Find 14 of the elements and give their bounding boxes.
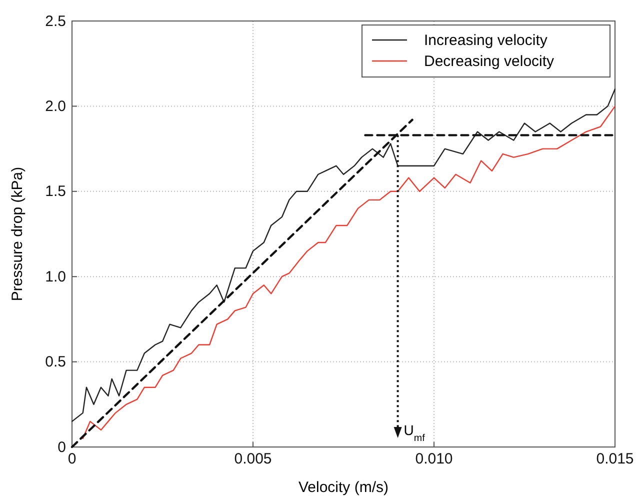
y-tick-label: 0 — [58, 438, 66, 456]
legend-label: Decreasing velocity — [424, 53, 555, 70]
y-tick-label: 0.5 — [45, 354, 66, 371]
y-tick-label: 1.0 — [45, 268, 66, 286]
y-axis-title: Pressure drop (kPa) — [9, 166, 26, 302]
y-tick-label: 2.5 — [45, 12, 66, 30]
y-tick-label: 2.0 — [45, 98, 66, 115]
legend-label: Increasing velocity — [424, 32, 548, 49]
ref-line-label: U$_{mf}$ — [404, 422, 426, 444]
x-tick-label: 0.005 — [234, 450, 272, 468]
x-tick-label: 0.015 — [596, 450, 634, 468]
y-tick-label: 1.5 — [45, 183, 66, 200]
x-tick-label: 0.010 — [415, 450, 453, 468]
x-axis-title: Velocity (m/s) — [298, 479, 389, 496]
